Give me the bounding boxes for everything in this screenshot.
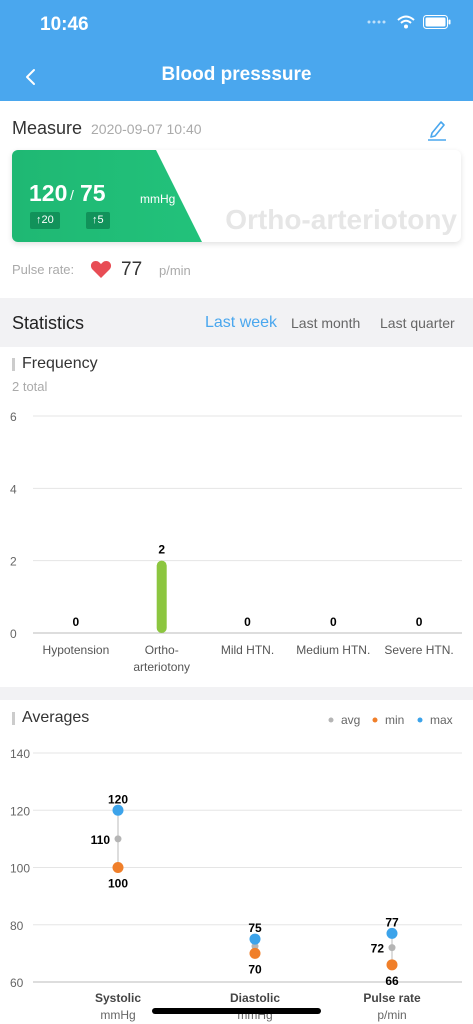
section-marker (12, 357, 15, 371)
averages-title-text: Averages (22, 709, 90, 726)
systolic-value: 120 (29, 180, 68, 206)
freq-y-tick-label: 4 (10, 482, 17, 496)
averages-chart: 60 80 100 120 140 avg min max 120 100 110 Systolic m… (10, 713, 462, 1022)
page-title: Blood presssure (161, 64, 312, 85)
status-time: 10:46 (40, 14, 89, 35)
max-point (386, 927, 398, 939)
freq-category-label: Hypotension (43, 643, 110, 657)
legend-min-label: min (385, 713, 404, 727)
freq-bar-value: 2 (158, 543, 165, 557)
avg-point (251, 942, 259, 950)
legend-min-marker (372, 717, 378, 723)
avg-category-label: Pulse rate (363, 991, 421, 1005)
legend-avg-marker (328, 717, 334, 723)
legend-max-marker (417, 717, 423, 723)
heart-icon (90, 261, 112, 278)
pulse-rate-value: 77 (121, 259, 143, 280)
frequency-panel: Frequency 2 total 0 2 4 6 0 Hypotension 2 Ortho… (0, 347, 473, 687)
bp-unit: mmHg (140, 192, 176, 206)
legend-avg-label: avg (341, 713, 360, 727)
max-point (112, 804, 124, 816)
diastolic-change-badge: ↑5 (86, 212, 110, 229)
battery-icon (423, 15, 451, 29)
home-indicator[interactable] (152, 1008, 321, 1014)
min-value-label: 100 (108, 877, 128, 891)
avg-y-tick-label: 60 (10, 976, 24, 990)
tab-last-quarter[interactable]: Last quarter (380, 315, 455, 331)
max-value-label: 75 (248, 921, 262, 935)
freq-category-label: Ortho- (145, 643, 179, 657)
back-arrow-icon[interactable] (22, 63, 50, 91)
tab-last-week[interactable]: Last week (205, 314, 278, 331)
freq-bar-value: 0 (244, 615, 251, 629)
freq-bar-value: 0 (73, 615, 80, 629)
freq-y-tick-label: 2 (10, 555, 17, 569)
avg-value-label: 110 (91, 833, 111, 847)
measure-datetime: 2020-09-07 10:40 (91, 121, 202, 137)
avg-category-unit: mmHg (100, 1008, 135, 1022)
app-header: 10:46 Blood presssure (0, 0, 473, 101)
avg-category-label: Diastolic (230, 991, 280, 1005)
frequency-chart: 0 2 4 6 0 Hypotension 2 Ortho-arteriotony 0 Mild … (10, 410, 462, 674)
avg-category-unit: p/min (377, 1008, 406, 1022)
diastolic-value: 75 (80, 180, 106, 206)
measure-section: Measure 2020-09-07 10:40 120 / 75 mmHg ↑… (0, 101, 473, 298)
freq-category-label: Medium HTN. (296, 643, 370, 657)
freq-category-label: Severe HTN. (384, 643, 453, 657)
classification-label: Ortho-arteriotony (225, 204, 457, 235)
latest-reading-card[interactable]: 120 / 75 mmHg ↑20 ↑5 Ortho-arteriotony (12, 150, 461, 242)
min-point (386, 959, 398, 971)
measure-label: Measure (12, 118, 83, 138)
avg-point (388, 944, 396, 952)
freq-category-label: arteriotony (133, 660, 190, 674)
status-icons (367, 15, 451, 29)
tab-last-month[interactable]: Last month (291, 315, 361, 331)
freq-category-label: Mild HTN. (221, 643, 274, 657)
avg-category-label: Systolic (95, 991, 141, 1005)
avg-y-tick-label: 140 (10, 747, 30, 761)
statistics-bar: Statistics Last week Last month Last qua… (0, 299, 473, 346)
bp-separator: / (70, 187, 74, 203)
max-value-label: 77 (385, 915, 399, 929)
min-point (112, 862, 124, 873)
section-marker (12, 711, 15, 725)
avg-y-tick-label: 100 (10, 862, 30, 876)
wifi-icon (397, 15, 415, 29)
avg-value-label: 72 (371, 942, 385, 956)
frequency-total: 2 total (12, 379, 48, 394)
avg-y-tick-label: 120 (10, 804, 30, 818)
systolic-change-badge: ↑20 (30, 212, 60, 229)
legend-max-label: max (430, 713, 453, 727)
freq-y-tick-label: 0 (10, 627, 17, 641)
signal-dots-icon (367, 20, 386, 24)
min-point (249, 947, 261, 959)
statistics-title: Statistics (12, 313, 85, 333)
freq-bar-value: 0 (416, 615, 423, 629)
freq-bar (156, 560, 167, 633)
min-value-label: 66 (385, 974, 399, 988)
averages-panel: Averages 60 80 100 120 140 avg min max 120 100 110… (0, 700, 473, 1024)
max-value-label: 120 (108, 792, 128, 806)
averages-title: Averages (12, 709, 89, 727)
max-point (249, 933, 261, 945)
min-value-label: 70 (248, 962, 262, 976)
frequency-title-text: Frequency (22, 355, 98, 372)
frequency-title: Frequency (12, 355, 98, 373)
freq-bar-value: 0 (330, 615, 337, 629)
avg-point (114, 835, 122, 843)
freq-y-tick-label: 6 (10, 410, 17, 424)
edit-pencil-icon[interactable] (426, 117, 448, 141)
pulse-rate-unit: p/min (159, 263, 191, 278)
pulse-rate-label: Pulse rate: (12, 262, 75, 277)
avg-y-tick-label: 80 (10, 919, 24, 933)
